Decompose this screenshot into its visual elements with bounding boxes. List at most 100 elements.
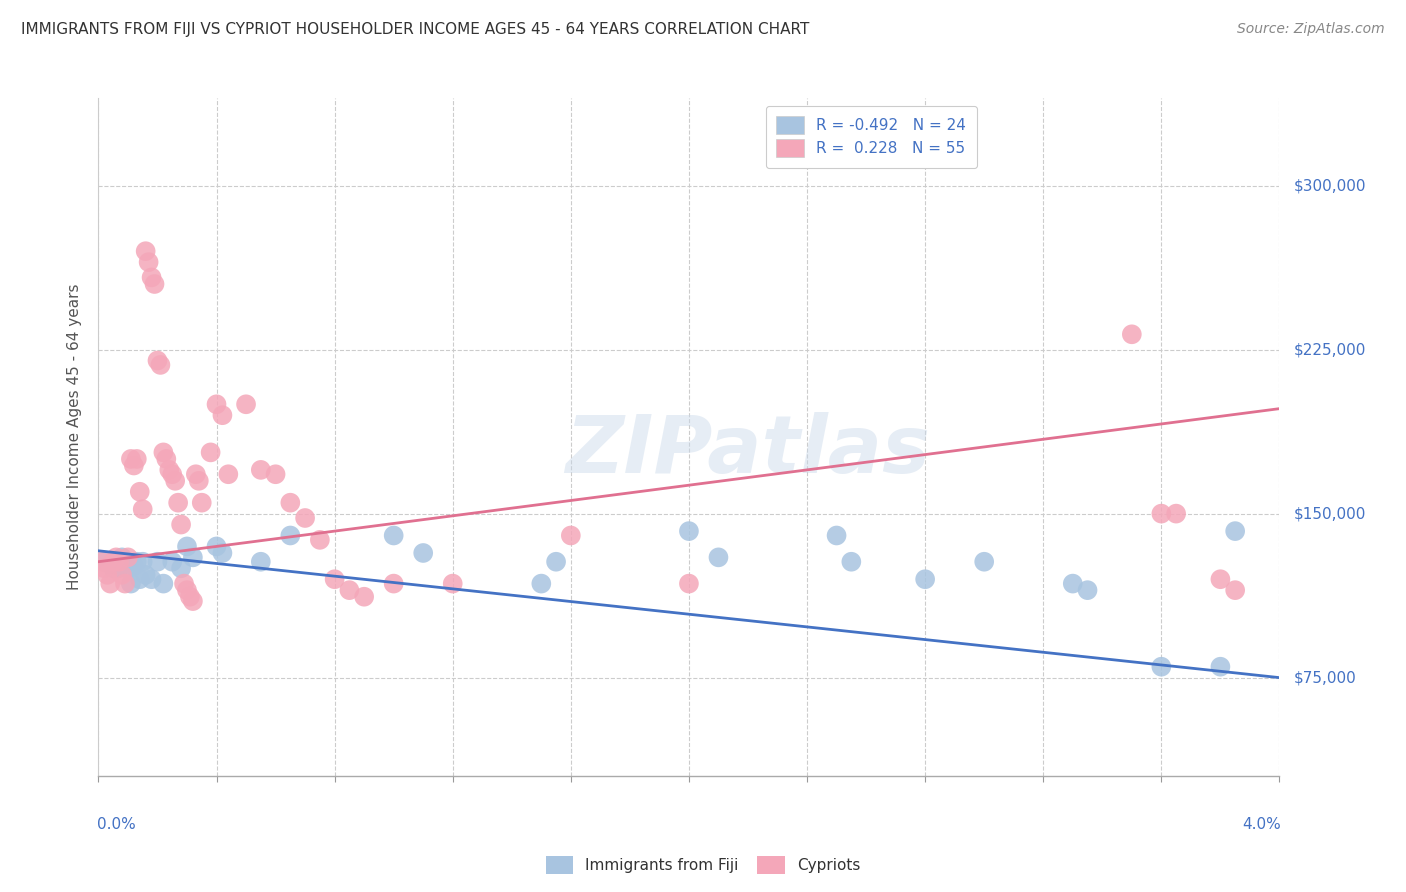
Legend: Immigrants from Fiji, Cypriots: Immigrants from Fiji, Cypriots — [540, 850, 866, 880]
Point — [111, 567, 134, 582]
Point — [162, 467, 183, 482]
Text: IMMIGRANTS FROM FIJI VS CYPRIOT HOUSEHOLDER INCOME AGES 45 - 64 YEARS CORRELATIO: IMMIGRANTS FROM FIJI VS CYPRIOT HOUSEHOL… — [21, 22, 810, 37]
Point — [146, 555, 169, 569]
Point — [170, 561, 193, 575]
Point — [382, 528, 405, 542]
Y-axis label: Householder Income Ages 45 - 64 years: Householder Income Ages 45 - 64 years — [67, 284, 83, 591]
Point — [914, 572, 936, 586]
Point — [111, 550, 134, 565]
Point — [105, 555, 128, 569]
Text: Source: ZipAtlas.com: Source: ZipAtlas.com — [1237, 22, 1385, 37]
Point — [128, 572, 150, 586]
Point — [152, 576, 174, 591]
Point — [170, 517, 193, 532]
Point — [138, 255, 160, 269]
Point — [250, 555, 273, 569]
Point — [155, 452, 177, 467]
Point — [114, 576, 136, 591]
Point — [1150, 659, 1173, 673]
Point — [205, 540, 228, 554]
Point — [211, 408, 233, 422]
Point — [105, 550, 128, 565]
Point — [125, 452, 148, 467]
Point — [103, 561, 125, 575]
Point — [103, 555, 125, 569]
Point — [1223, 524, 1246, 538]
Point — [117, 561, 139, 575]
Text: 0.0%: 0.0% — [97, 817, 136, 831]
Point — [93, 561, 115, 575]
Point — [353, 590, 375, 604]
Point — [149, 358, 172, 372]
Point — [135, 567, 157, 582]
Point — [278, 496, 301, 510]
Point — [707, 550, 730, 565]
Point — [1223, 583, 1246, 598]
Point — [205, 397, 228, 411]
Point — [165, 474, 187, 488]
Point — [278, 528, 301, 542]
Point — [308, 533, 332, 547]
Point — [544, 555, 567, 569]
Point — [211, 546, 233, 560]
Point — [412, 546, 434, 560]
Point — [1076, 583, 1098, 598]
Point — [173, 576, 195, 591]
Point — [294, 511, 316, 525]
Point — [825, 528, 848, 542]
Point — [1062, 576, 1084, 591]
Point — [152, 445, 174, 459]
Point — [382, 576, 405, 591]
Point — [1164, 507, 1187, 521]
Text: ZIPatlas: ZIPatlas — [565, 411, 931, 490]
Point — [176, 583, 198, 598]
Point — [973, 555, 995, 569]
Point — [141, 572, 163, 586]
Text: 4.0%: 4.0% — [1241, 817, 1281, 831]
Text: $75,000: $75,000 — [1294, 670, 1357, 685]
Legend: R = -0.492   N = 24, R =  0.228   N = 55: R = -0.492 N = 24, R = 0.228 N = 55 — [766, 106, 977, 168]
Point — [90, 555, 112, 569]
Point — [441, 576, 464, 591]
Point — [181, 550, 204, 565]
Point — [128, 484, 150, 499]
Point — [678, 524, 700, 538]
Point — [181, 594, 204, 608]
Point — [93, 555, 115, 569]
Text: $225,000: $225,000 — [1294, 343, 1365, 357]
Point — [108, 561, 131, 575]
Text: $300,000: $300,000 — [1294, 178, 1365, 193]
Point — [323, 572, 346, 586]
Point — [1209, 572, 1232, 586]
Point — [162, 555, 183, 569]
Point — [678, 576, 700, 591]
Point — [235, 397, 257, 411]
Point — [1121, 327, 1143, 342]
Point — [530, 576, 553, 591]
Point — [200, 445, 222, 459]
Point — [120, 452, 142, 467]
Point — [135, 244, 157, 259]
Point — [141, 270, 163, 285]
Point — [217, 467, 239, 482]
Point — [187, 474, 209, 488]
Point — [184, 467, 207, 482]
Point — [132, 555, 155, 569]
Point — [146, 353, 169, 368]
Point — [179, 590, 201, 604]
Point — [122, 559, 145, 574]
Point — [117, 550, 139, 565]
Point — [1209, 659, 1232, 673]
Point — [132, 502, 155, 516]
Point — [125, 555, 148, 569]
Point — [114, 555, 136, 569]
Point — [157, 463, 180, 477]
Text: $150,000: $150,000 — [1294, 506, 1365, 521]
Point — [190, 496, 214, 510]
Point — [98, 576, 121, 591]
Point — [108, 555, 131, 569]
Point — [560, 528, 582, 542]
Point — [176, 540, 198, 554]
Point — [122, 458, 145, 473]
Point — [167, 496, 190, 510]
